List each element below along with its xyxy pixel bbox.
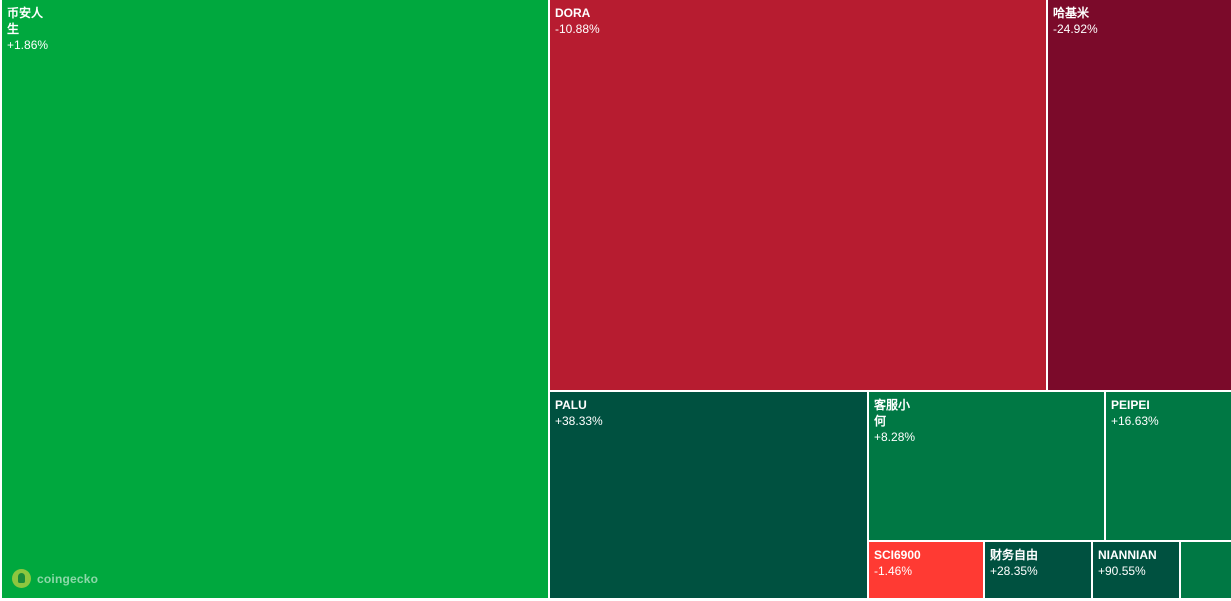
tile-binance-life[interactable]: 币安人生 +1.86%	[2, 0, 548, 598]
tile-label: SCI6900	[874, 547, 921, 563]
tile-palu[interactable]: PALU +38.33%	[550, 392, 867, 598]
tile-label: 财务自由	[990, 547, 1038, 563]
tile-name: 币安人生	[7, 6, 44, 36]
tile-name: 哈基米	[1053, 6, 1090, 20]
tile-dora[interactable]: DORA -10.88%	[550, 0, 1046, 390]
tile-label: DORA	[555, 5, 590, 21]
tile-sci6900[interactable]: SCI6900 -1.46%	[869, 542, 983, 598]
tile-change: -24.92%	[1053, 22, 1098, 36]
tile-change: +38.33%	[555, 414, 603, 428]
tile-change: +1.86%	[7, 38, 49, 52]
tile-name: 财务自由	[990, 548, 1039, 562]
tile-label: PEIPEI	[1111, 397, 1150, 413]
watermark-text: coingecko	[37, 571, 99, 586]
tile-name: PALU	[555, 398, 587, 412]
tile-unlabeled[interactable]	[1181, 542, 1231, 598]
tile-name: PEIPEI	[1111, 398, 1150, 412]
tile-label: 客服小何	[874, 397, 912, 429]
tile-financial-freedom[interactable]: 财务自由 +28.35%	[985, 542, 1091, 598]
tile-name: SCI6900	[874, 548, 921, 562]
tile-hakimi[interactable]: 哈基米 -24.92%	[1048, 0, 1231, 390]
tile-name: 客服小何	[874, 398, 911, 428]
tile-kefu-xiaohe[interactable]: 客服小何 +8.28%	[869, 392, 1104, 540]
tile-change: +90.55%	[1098, 564, 1146, 578]
tile-change: +8.28%	[874, 430, 916, 444]
coingecko-logo-icon	[12, 569, 31, 588]
tile-label: NIANNIAN	[1098, 547, 1157, 563]
tile-label: 哈基米	[1053, 5, 1089, 21]
tile-name: NIANNIAN	[1098, 548, 1157, 562]
tile-niannian[interactable]: NIANNIAN +90.55%	[1093, 542, 1179, 598]
tile-label: 币安人生	[7, 5, 45, 37]
tile-change: +28.35%	[990, 564, 1038, 578]
tile-label: PALU	[555, 397, 587, 413]
tile-change: -10.88%	[555, 22, 600, 36]
coingecko-watermark: coingecko	[12, 569, 98, 588]
tile-peipei[interactable]: PEIPEI +16.63%	[1106, 392, 1231, 540]
tile-change: -1.46%	[874, 564, 913, 578]
tile-change: +16.63%	[1111, 414, 1159, 428]
tile-name: DORA	[555, 6, 591, 20]
